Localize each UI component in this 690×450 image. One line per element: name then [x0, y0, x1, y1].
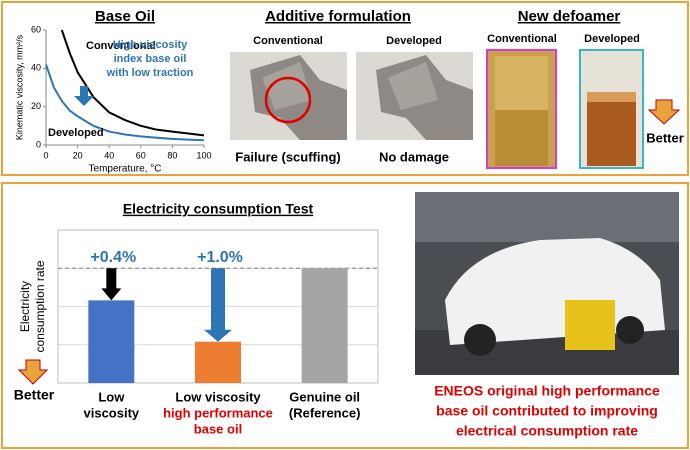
- y-axis-label: Electricity: [18, 281, 32, 332]
- change-arrow: [101, 268, 122, 301]
- x-tick-label: 0: [43, 150, 48, 160]
- x-tick-label: 20: [73, 150, 83, 160]
- x-tick-label: (Reference): [289, 405, 361, 420]
- x-tick-label: 80: [167, 150, 177, 160]
- annotation: index base oil: [114, 53, 187, 65]
- x-tick-label: high performance: [163, 405, 273, 420]
- chart-title: Base Oil: [95, 8, 155, 25]
- better-label: Better: [646, 130, 684, 145]
- series-label: Developed: [48, 127, 104, 139]
- conclusion-text: electrical consumption rate: [456, 423, 638, 439]
- tube-photo-conventional: [486, 49, 557, 169]
- gear-photo-developed: [356, 52, 473, 140]
- bar: [195, 341, 241, 383]
- series-line: [60, 29, 205, 137]
- gear-photo-conventional: [230, 52, 347, 140]
- panel-label: Conventional: [253, 35, 323, 47]
- better-arrow: [647, 99, 681, 125]
- x-tick-label: Low: [98, 389, 125, 404]
- x-tick-label: viscosity: [84, 405, 140, 420]
- arrow: [74, 86, 94, 106]
- annotation: with low traction: [106, 67, 194, 79]
- x-tick-label: Genuine oil: [289, 389, 360, 404]
- x-tick-label: Low viscosity: [175, 389, 261, 404]
- better-arrow: [17, 359, 49, 385]
- x-tick-label: 100: [196, 150, 211, 160]
- panel-label: Conventional: [487, 33, 557, 45]
- chart-title: Electricity consumption Test: [123, 201, 314, 217]
- x-axis-label: Temperature, °C: [89, 164, 162, 175]
- section-title: Additive formulation: [265, 8, 411, 25]
- car-photo: [415, 192, 679, 375]
- y-tick-label: 60: [31, 24, 41, 34]
- x-tick-label: base oil: [194, 421, 242, 436]
- panel-caption: Failure (scuffing): [235, 149, 340, 164]
- x-tick-label: 40: [104, 150, 114, 160]
- annotation: High viscosity: [113, 39, 188, 51]
- panel-caption: No damage: [379, 149, 449, 164]
- top-panel: [1, 1, 689, 176]
- y-axis-label: consumption rate: [33, 260, 47, 352]
- y-axis-label: Kinematic viscosity, mm²/s: [14, 34, 24, 140]
- tube-photo-developed: [579, 49, 644, 169]
- conclusion-text: ENEOS original high performance: [434, 383, 660, 399]
- bar: [301, 268, 348, 383]
- x-tick-label: 60: [136, 150, 146, 160]
- bottom-panel: [1, 182, 689, 449]
- change-label: +1.0%: [197, 249, 243, 266]
- conclusion-text: base oil contributed to improving: [436, 403, 658, 419]
- bar: [88, 300, 135, 383]
- series-line: [45, 64, 205, 142]
- panel-label: Developed: [584, 33, 640, 45]
- y-tick-label: 20: [31, 101, 41, 111]
- change-arrow: [204, 268, 232, 342]
- panel-label: Developed: [386, 35, 442, 47]
- change-label: +0.4%: [90, 249, 136, 266]
- section-title: New defoamer: [518, 8, 621, 25]
- series-label: Conventional: [86, 40, 156, 52]
- y-tick-label: 0: [36, 139, 41, 149]
- better-label: Better: [14, 387, 55, 403]
- y-tick-label: 40: [31, 63, 41, 73]
